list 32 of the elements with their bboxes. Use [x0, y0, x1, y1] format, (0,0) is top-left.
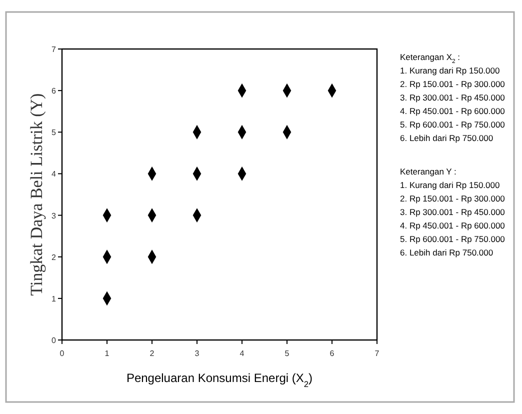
x-axis-title: Pengeluaran Konsumsi Energi (X$_{2}$) — [126, 371, 313, 389]
y-tick-label: 6 — [52, 86, 57, 96]
text: 5. Rp 600.001 - Rp 750.000 — [400, 234, 506, 244]
text: Keterangan Y : — [400, 166, 456, 176]
text: 1. Kurang dari Rp 150.000 — [400, 180, 500, 190]
y-tick-label: 7 — [52, 45, 57, 54]
text: 5. Rp 600.001 - Rp 750.000 — [400, 120, 506, 130]
y-tick-label: 4 — [52, 170, 57, 179]
text: 2. Rp 150.001 - Rp 300.000 — [400, 79, 506, 89]
text: 4. Rp 450.001 - Rp 600.000 — [400, 220, 506, 230]
y-tick-label: 1 — [52, 294, 57, 304]
y-tick-label: 3 — [52, 211, 57, 220]
y-tick-label: 0 — [52, 336, 57, 345]
x-tick-label: 1 — [104, 349, 110, 358]
text: 3. Rp 300.001 - Rp 450.000 — [400, 207, 506, 217]
text: 6. Lebih dari Rp 750.000 — [400, 133, 494, 143]
x-tick-label: 4 — [240, 349, 245, 358]
x-tick-label: 3 — [194, 349, 200, 358]
x-tick-label: 6 — [330, 349, 335, 358]
text: Keterangan X$_{2}$ : — [400, 52, 460, 65]
y-tick-label: 5 — [52, 128, 57, 138]
x-tick-label: 0 — [60, 349, 65, 358]
text: 3. Rp 300.001 - Rp 450.000 — [400, 92, 506, 102]
text: 4. Rp 450.001 - Rp 600.000 — [400, 106, 506, 116]
x-tick-label: 5 — [284, 349, 290, 358]
y-tick-label: 2 — [52, 252, 57, 262]
y-axis-title: Tingkat Daya Beli Listrik (Y) — [27, 93, 46, 296]
text: 6. Lebih dari Rp 750.000 — [400, 248, 494, 258]
text: 1. Kurang dari Rp 150.000 — [400, 66, 500, 76]
text: 2. Rp 150.001 - Rp 300.000 — [400, 194, 506, 204]
x-tick-label: 2 — [150, 349, 155, 358]
x-tick-label: 7 — [374, 349, 380, 358]
